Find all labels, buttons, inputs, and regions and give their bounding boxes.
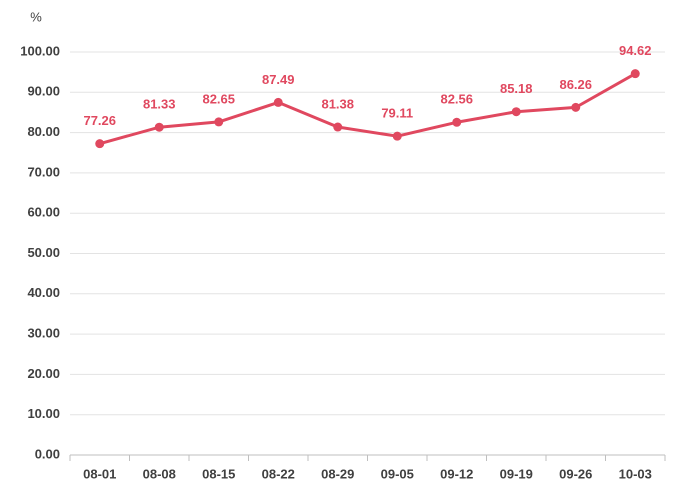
y-tick-label: 40.00 [27, 285, 60, 300]
data-label: 87.49 [262, 72, 295, 87]
y-tick-label: 10.00 [27, 406, 60, 421]
y-tick-label: 90.00 [27, 84, 60, 99]
data-label: 82.65 [202, 91, 235, 106]
marker [571, 102, 581, 112]
y-tick-label: 70.00 [27, 164, 60, 179]
data-label: 86.26 [559, 77, 592, 92]
marker [333, 122, 343, 132]
x-tick-label: 08-29 [321, 466, 354, 481]
marker [95, 139, 105, 149]
x-tick-label: 08-01 [83, 466, 116, 481]
marker [452, 117, 462, 127]
x-tick-label: 10-03 [619, 466, 652, 481]
data-label: 79.11 [381, 106, 413, 121]
x-tick-label: 09-05 [381, 466, 414, 481]
y-unit-label: % [30, 9, 42, 24]
y-tick-label: 30.00 [27, 326, 60, 341]
data-label: 85.18 [500, 81, 533, 96]
y-tick-label: 20.00 [27, 366, 60, 381]
x-tick-label: 09-19 [500, 466, 533, 481]
data-label: 82.56 [440, 92, 473, 107]
x-tick-label: 08-15 [202, 466, 235, 481]
marker [392, 131, 402, 141]
data-label: 81.38 [321, 96, 354, 111]
marker [630, 69, 640, 79]
line [99, 72, 636, 146]
y-tick-label: 80.00 [27, 124, 60, 139]
data-label: 94.62 [619, 43, 652, 58]
y-tick-label: 100.00 [20, 43, 60, 58]
data-label: 77.26 [83, 113, 116, 128]
y-tick-label: 50.00 [27, 245, 60, 260]
x-tick-label: 09-12 [440, 466, 473, 481]
y-tick-label: 60.00 [27, 205, 60, 220]
marker [511, 107, 521, 117]
data-label: 81.33 [143, 97, 176, 112]
marker [154, 122, 164, 132]
marker [214, 117, 224, 127]
marker [273, 97, 283, 107]
x-tick-label: 08-08 [143, 466, 176, 481]
y-tick-label: 0.00 [35, 446, 60, 461]
x-tick-label: 09-26 [559, 466, 592, 481]
x-tick-label: 08-22 [262, 466, 295, 481]
